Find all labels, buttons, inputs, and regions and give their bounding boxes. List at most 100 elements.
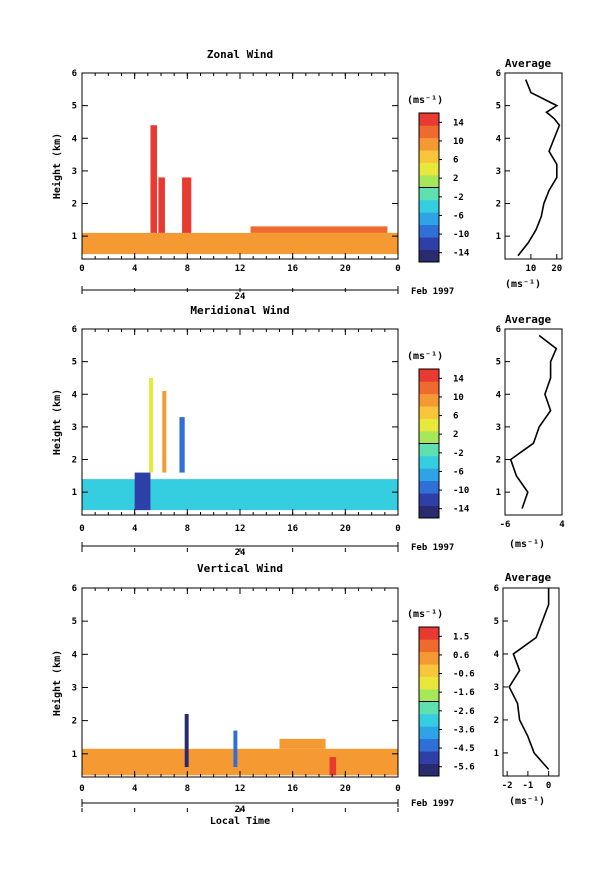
x-tick-label: 8 [185, 784, 190, 794]
meridional-wind-title: Meridional Wind [190, 304, 289, 317]
average-y-tick-label: 3 [494, 683, 499, 693]
y-tick-label: 2 [72, 456, 77, 466]
vertical-wind-heatmap [82, 714, 398, 776]
meridional-wind-x-ticks: 0 4 8 12 16 20 0 [79, 329, 401, 552]
colorbar-swatch [419, 726, 439, 740]
zonal-wind-colorbar-unit: (ms⁻¹) [407, 95, 443, 106]
x-tick-label: 16 [287, 264, 298, 274]
x-tick-label: 4 [132, 784, 138, 794]
colorbar-swatch [419, 627, 439, 640]
y-tick-label: 1 [72, 750, 77, 760]
heatmap-cell-4 [179, 417, 185, 473]
colorbar-swatch [419, 738, 439, 752]
y-tick-label: 6 [72, 69, 77, 79]
colorbar-tick-label: -14 [453, 249, 470, 259]
x-tick-label: 0 [79, 264, 84, 274]
colorbar-swatch [419, 187, 439, 201]
average-profile-line [508, 588, 550, 770]
average-profile-line [509, 334, 558, 509]
meridional-wind-y-ticks: 1 2 3 4 5 6 [72, 325, 398, 498]
average-x-tick-label: 4 [559, 520, 565, 530]
average-x-tick-label: -1 [522, 781, 533, 791]
meridional-wind-average-frame [504, 328, 563, 516]
heatmap-cell-3 [182, 177, 192, 233]
y-tick-label: 5 [72, 617, 77, 627]
colorbar-swatch [419, 125, 439, 139]
heatmap-cell-1 [150, 125, 158, 233]
colorbar-swatch [419, 751, 439, 764]
meridional-wind-day-label: 24 [235, 548, 246, 558]
y-tick-label: 3 [72, 423, 77, 433]
x-tick-label: 12 [235, 784, 246, 794]
average-x-tick-label: -6 [500, 520, 511, 530]
y-tick-label: 4 [72, 390, 78, 400]
colorbar-swatch [419, 381, 439, 395]
colorbar-swatch [419, 689, 439, 702]
colorbar-tick-label: 10 [453, 393, 464, 403]
x-tick-label: 4 [132, 524, 138, 534]
vertical-wind-day-label: 24 [235, 805, 246, 815]
average-y-tick-label: 1 [496, 232, 501, 242]
zonal-wind-average-xlabel: (ms⁻¹) [505, 279, 541, 290]
colorbar-swatch [419, 418, 439, 432]
average-y-tick-label: 2 [494, 716, 499, 726]
heatmap-cell-4 [250, 226, 388, 233]
x-tick-label: 8 [185, 264, 190, 274]
colorbar-swatch [419, 505, 439, 519]
average-x-tick-label: 0 [546, 781, 551, 791]
heatmap-cell-4 [329, 757, 337, 776]
average-y-tick-label: 3 [496, 167, 501, 177]
average-y-tick-label: 5 [494, 617, 499, 627]
colorbar-tick-label: -2 [453, 449, 464, 459]
colorbar-tick-label: -3.6 [453, 725, 475, 735]
vertical-wind-x-label: Local Time [210, 815, 270, 827]
vertical-wind-average-title: Average [505, 571, 552, 584]
zonal-wind-average-frame [504, 72, 563, 260]
average-y-tick-label: 2 [496, 456, 501, 466]
average-profile-line [517, 79, 561, 257]
colorbar-swatch [419, 468, 439, 482]
zonal-wind-average-title: Average [505, 57, 552, 70]
colorbar-swatch [419, 212, 439, 226]
y-tick-label: 2 [72, 717, 77, 727]
colorbar-tick-label: 6 [453, 156, 458, 166]
meridional-wind-y-label: Height (km) [51, 389, 63, 455]
x-tick-label: 0 [395, 264, 400, 274]
heatmap-cell-2 [184, 714, 189, 768]
zonal-wind-date-label: Feb 1997 [411, 287, 454, 297]
colorbar-swatch [419, 150, 439, 163]
average-y-tick-label: 5 [496, 358, 501, 368]
x-tick-label: 20 [340, 524, 351, 534]
zonal-wind-day-label: 24 [235, 292, 246, 302]
y-tick-label: 3 [72, 167, 77, 177]
x-tick-label: 0 [79, 524, 84, 534]
x-tick-label: 12 [235, 524, 246, 534]
colorbar-tick-label: -10 [453, 486, 469, 496]
colorbar-swatch [419, 431, 439, 444]
colorbar-tick-label: 14 [453, 118, 464, 128]
vertical-wind-y-ticks: 1 2 3 4 5 6 [72, 584, 398, 760]
vertical-wind-x-ticks: 0 4 8 12 16 20 0 [79, 588, 401, 812]
y-tick-label: 2 [72, 200, 77, 210]
colorbar-swatch [419, 664, 439, 677]
meridional-wind-colorbar-unit: (ms⁻¹) [407, 351, 443, 362]
colorbar-swatch [419, 480, 439, 494]
colorbar-tick-label: -5.6 [453, 763, 475, 773]
meridional-wind-colorbar: 14 10 6 2 -2 -6 -10 -14 [418, 368, 470, 519]
x-tick-label: 0 [395, 784, 400, 794]
vertical-wind-average-profile: 1 2 3 4 5 6 -2 -1 0 [494, 584, 552, 791]
y-tick-label: 1 [72, 488, 77, 498]
colorbar-swatch [419, 224, 439, 238]
vertical-wind-title: Vertical Wind [197, 562, 283, 575]
zonal-wind-average-profile: 1 2 3 4 5 6 10 20 [496, 69, 563, 274]
heatmap-cell-3 [233, 730, 238, 768]
vertical-wind-date-label: Feb 1997 [411, 799, 454, 809]
vertical-wind-colorbar: 1.5 0.6 -0.6 -1.6 -2.6 -3.6 -4.5 -5.6 [418, 626, 475, 777]
average-y-tick-label: 6 [496, 69, 501, 79]
colorbar-swatch [419, 199, 439, 213]
average-y-tick-label: 3 [496, 423, 501, 433]
colorbar-tick-label: 14 [453, 374, 464, 384]
